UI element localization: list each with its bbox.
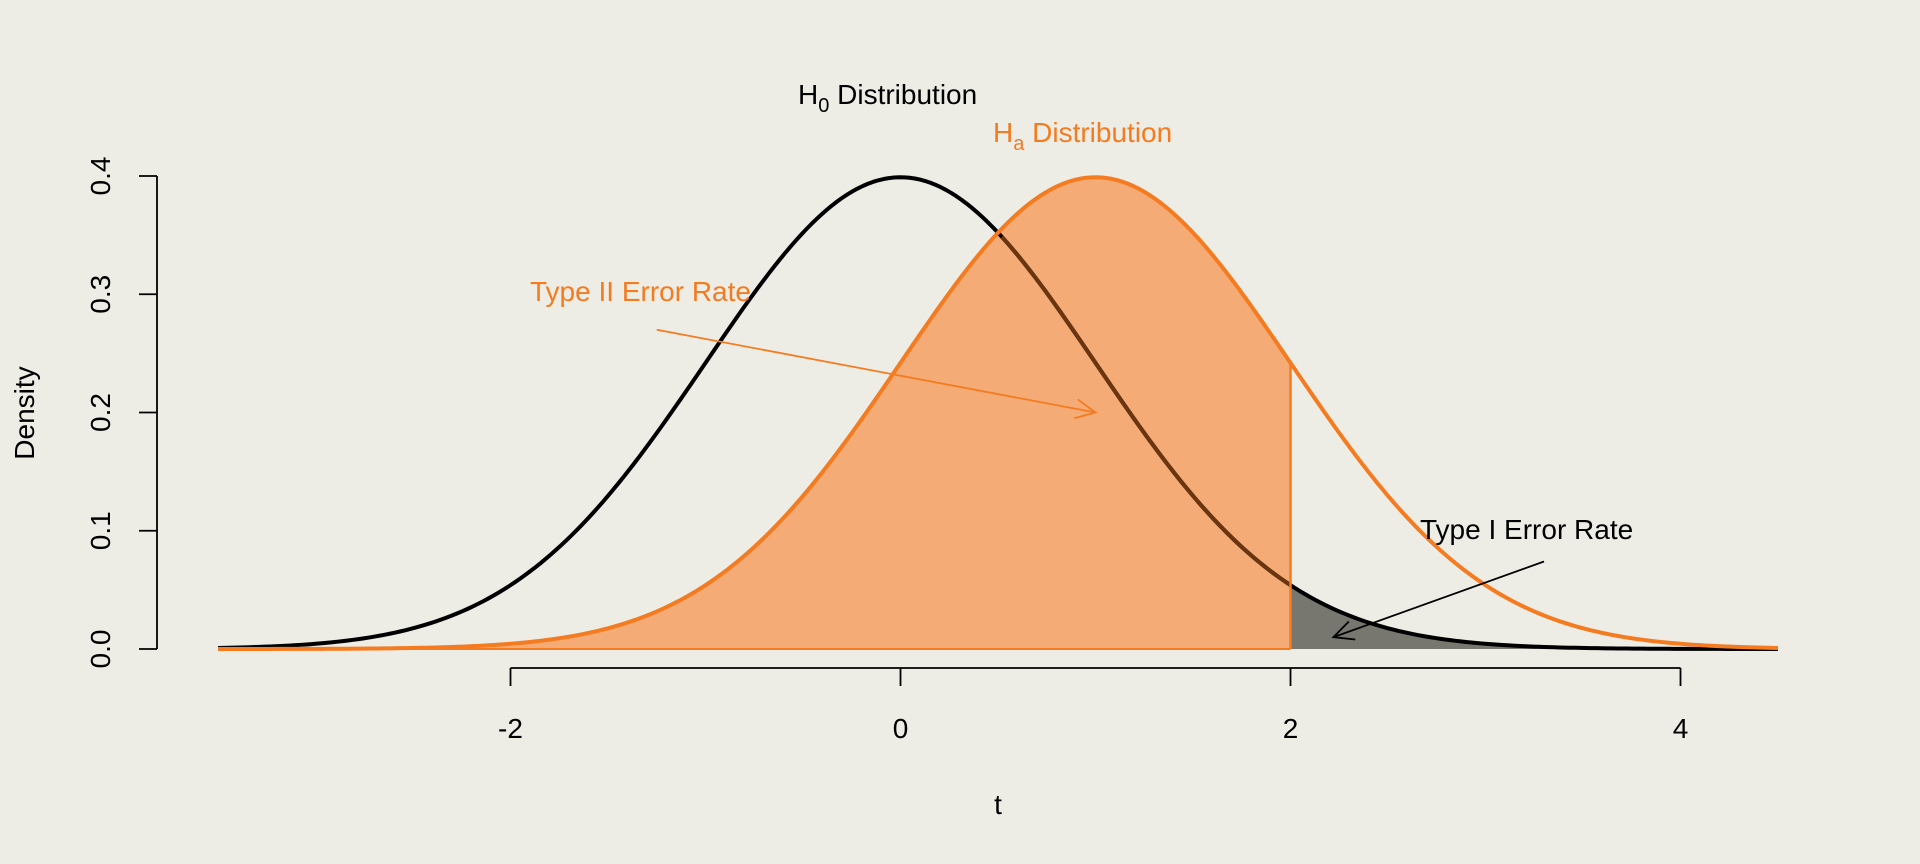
h0-curve-overlap <box>1000 235 1292 587</box>
y-tick-label: 0.3 <box>85 275 116 314</box>
y-tick-label: 0.1 <box>85 511 116 550</box>
y-tick-label: 0.4 <box>85 157 116 196</box>
type-i-error-label: Type I Error Rate <box>1420 514 1633 545</box>
shaded-regions <box>218 177 1778 649</box>
x-tick-label: 4 <box>1673 713 1689 744</box>
annotation-arrows <box>656 328 1545 641</box>
density-curve-1 <box>218 175 1779 651</box>
curve-label-ha: Ha Distribution <box>993 117 1172 155</box>
type-ii-region <box>218 177 1291 649</box>
type-i-label-arrow-head <box>1331 620 1356 641</box>
type-ii-label-arrow-shaft <box>656 328 1096 414</box>
axes: -2 0 2 4 0.0 0.1 0.2 0.3 0.4 <box>85 157 1688 744</box>
type-ii-error-label: Type II Error Rate <box>530 276 751 307</box>
type-ii-label-arrow-head <box>1074 398 1098 420</box>
x-tick-label: -2 <box>498 713 523 744</box>
x-tick-label: 2 <box>1283 713 1299 744</box>
x-axis-label: t <box>994 789 1002 820</box>
y-axis-label: Density <box>9 366 40 459</box>
y-tick-label: 0.2 <box>85 393 116 432</box>
y-tick-label: 0.0 <box>85 630 116 669</box>
curve-label-h0: H0 Distribution <box>798 79 977 117</box>
type-i-label-arrow-shaft <box>1333 560 1545 639</box>
type-i-region <box>1290 585 1778 649</box>
density-curves <box>217 175 1779 651</box>
x-tick-label: 0 <box>893 713 909 744</box>
